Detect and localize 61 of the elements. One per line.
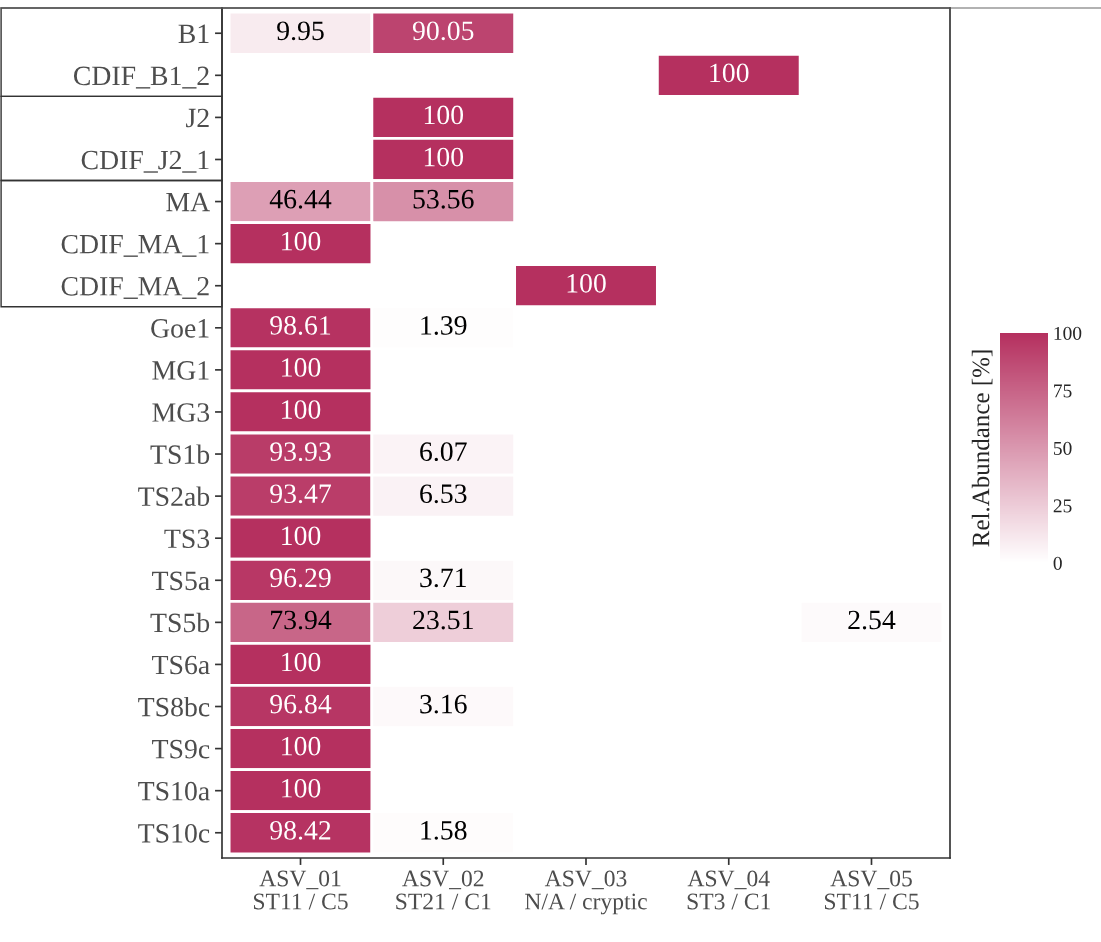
y-tick-label: TS5a	[152, 571, 210, 591]
data-label: 100	[282, 652, 321, 672]
data-label: 100	[282, 736, 321, 756]
data-label: 90.05	[412, 21, 474, 41]
data-label: 100	[424, 147, 464, 167]
y-tick-label: TS3	[164, 529, 210, 549]
color-bar-label: 100	[1054, 326, 1082, 340]
data-label: 93.93	[270, 442, 331, 462]
data-label: 1.58	[421, 820, 467, 840]
color-bar-label: 50	[1053, 441, 1072, 455]
data-label: 100	[567, 273, 606, 293]
data-label: 73.94	[271, 610, 332, 630]
x-tick-label: ASV_05 ST11 / C5	[824, 870, 919, 910]
data-label: 96.29	[270, 568, 331, 588]
data-label: 1.39	[421, 316, 467, 335]
data-label: 46.44	[269, 189, 332, 209]
data-label: 96.84	[270, 694, 332, 714]
color-bar-title: Rel.Abundance [%]	[971, 350, 993, 547]
y-tick-label: CDIF_MA_2	[61, 276, 209, 299]
y-tick-label: TS6a	[152, 655, 210, 675]
y-tick-label: TS10c	[138, 823, 210, 843]
data-label: 6.07	[420, 442, 467, 462]
y-tick-label: TS9c	[152, 739, 210, 759]
y-tick-label: B1	[178, 24, 209, 43]
data-label: 100	[282, 231, 321, 251]
y-tick-label: MA	[166, 192, 210, 212]
data-label: 100	[710, 63, 749, 83]
color-bar-label: 25	[1053, 499, 1072, 513]
x-tick-label: ASV_04 ST3 / C1	[687, 870, 770, 910]
data-label: 100	[282, 400, 321, 419]
data-label: 6.53	[420, 484, 467, 504]
color-bar-label: 0	[1053, 556, 1062, 570]
y-tick-label: TS1b	[150, 444, 210, 464]
y-tick-label: J2	[186, 108, 209, 128]
data-label: 100	[282, 778, 321, 798]
data-label: 100	[282, 358, 321, 377]
y-tick-label: CDIF_J2_1	[81, 150, 209, 173]
x-tick-label: ASV_03 N/A / cryptic	[525, 870, 647, 915]
y-tick-label: TS2ab	[138, 486, 210, 507]
x-tick-label: ASV_01 ST11 / C5	[253, 870, 348, 910]
y-tick-label: CDIF_MA_1	[61, 234, 209, 257]
y-tick-label: TS8bc	[138, 696, 210, 717]
y-tick-label: TS10a	[138, 781, 210, 801]
y-tick-label: CDIF_B1_2	[73, 66, 209, 89]
data-label: 23.51	[413, 610, 473, 630]
data-label: 3.16	[420, 694, 467, 714]
data-label: 100	[424, 105, 464, 125]
y-tick-label: TS5b	[150, 612, 210, 633]
data-label: 98.42	[270, 820, 331, 840]
y-tick-label: MG3	[152, 403, 210, 422]
data-label: 9.95	[277, 21, 324, 41]
data-label: 53.56	[413, 189, 474, 209]
data-label: 3.71	[420, 568, 466, 588]
y-tick-label: Goe1	[151, 319, 209, 338]
color-bar-label: 75	[1054, 384, 1072, 398]
x-tick-label: ASV_02 ST21 / C1	[396, 870, 491, 910]
y-tick-label: MG1	[152, 361, 209, 380]
data-label: 2.54	[848, 610, 896, 630]
data-label: 93.47	[270, 484, 331, 504]
data-label: 100	[282, 526, 321, 546]
data-label: 98.61	[270, 316, 331, 335]
